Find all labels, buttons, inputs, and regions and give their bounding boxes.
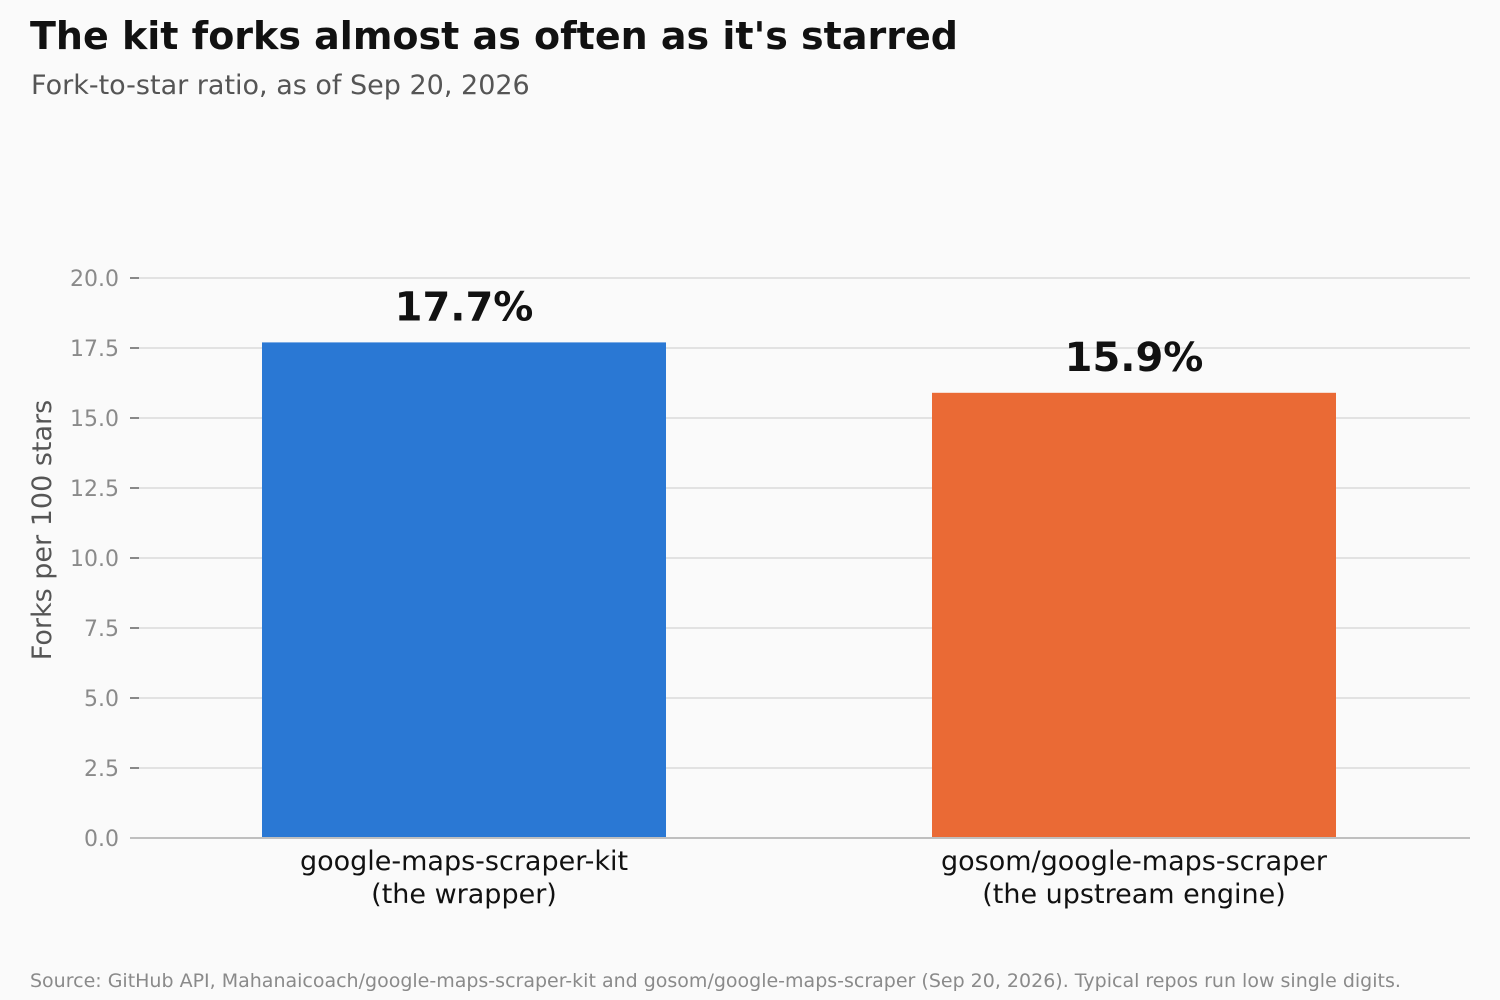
- y-tick-label: 15.0: [70, 407, 119, 432]
- y-tick-label: 17.5: [70, 337, 119, 362]
- x-category-label: (the wrapper): [371, 879, 557, 910]
- y-tick-label: 2.5: [84, 757, 119, 782]
- bar: [932, 392, 1336, 838]
- x-category-label: gosom/google-maps-scraper: [941, 846, 1328, 877]
- y-tick-label: 20.0: [70, 267, 119, 292]
- source-note: Source: GitHub API, Mahanaicoach/google-…: [30, 970, 1401, 992]
- y-tick-label: 12.5: [70, 477, 119, 502]
- y-tick-label: 0.0: [84, 827, 119, 852]
- bar-value-label: 15.9%: [1065, 335, 1204, 381]
- y-axis-title: Forks per 100 stars: [27, 400, 58, 660]
- y-tick-label: 5.0: [84, 687, 119, 712]
- chart-title: The kit forks almost as often as it's st…: [30, 14, 958, 58]
- bar: [262, 342, 666, 838]
- x-category-label: (the upstream engine): [982, 879, 1286, 910]
- y-axis: 0.0 2.5 5.0 7.5 10.0 12.5 15.0 17.5 20.0: [70, 267, 139, 852]
- chart-subtitle: Fork-to-star ratio, as of Sep 20, 2026: [31, 70, 530, 101]
- y-tick-label: 10.0: [70, 547, 119, 572]
- x-axis: google-maps-scraper-kit(the wrapper) goso…: [130, 837, 1470, 910]
- x-category-label: google-maps-scraper-kit: [300, 846, 628, 877]
- y-tick-label: 7.5: [84, 617, 119, 642]
- bar-value-label: 17.7%: [395, 284, 534, 330]
- bars: 17.7% 15.9%: [262, 284, 1336, 838]
